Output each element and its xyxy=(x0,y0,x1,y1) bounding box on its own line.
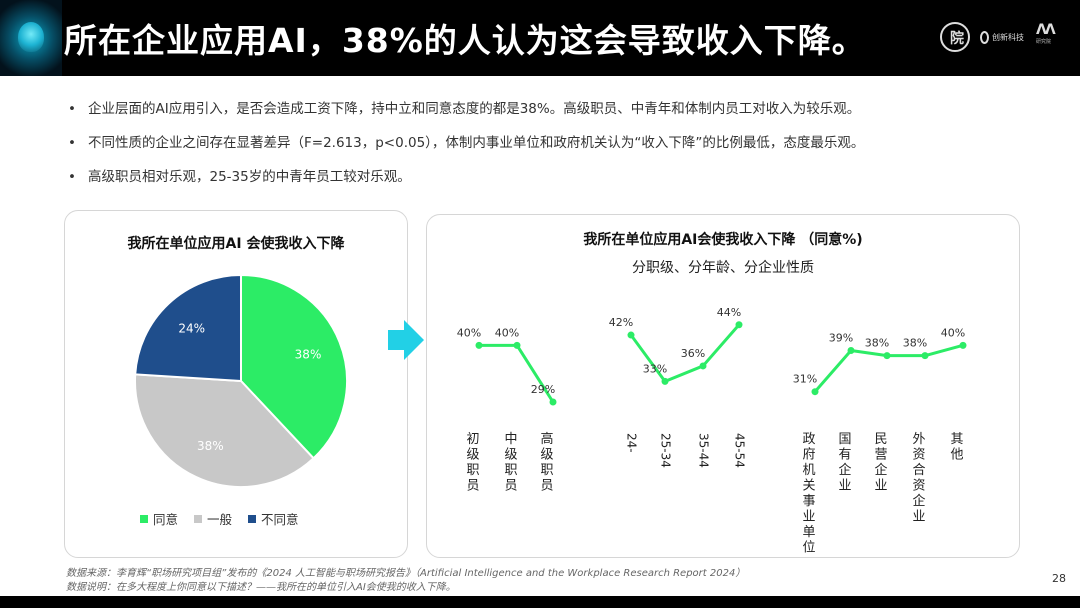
data-point xyxy=(549,398,557,406)
category-label: 25-34 xyxy=(659,433,673,468)
pie-legend: 同意 一般 不同意 xyxy=(140,509,299,528)
page-title: 所在企业应用AI，38%的人认为这会导致收入下降。 xyxy=(64,21,866,60)
legend-label: 不同意 xyxy=(261,512,299,527)
data-label: 33% xyxy=(643,362,667,375)
pie-chart: 38% 38% 24% xyxy=(134,273,348,488)
data-point xyxy=(847,347,855,354)
pie-chart-panel: 我所在单位应用AI 会使我收入下降 38% 38% 24% 同意 一般 不同意 xyxy=(64,210,408,558)
data-label: 40% xyxy=(495,326,519,339)
data-point xyxy=(661,377,669,385)
university-logo: 院 xyxy=(940,22,970,52)
data-label: 36% xyxy=(681,347,705,360)
data-point xyxy=(627,331,635,339)
data-point xyxy=(735,321,743,329)
line-chart-title: 我所在单位应用AI会使我收入下降 （同意%) xyxy=(583,232,863,248)
data-description-note: 数据说明：在多大程度上你同意以下描述？——我所在的单位引入AI会使我的收入下降。 xyxy=(66,582,456,593)
data-label: 39% xyxy=(829,332,853,345)
data-label: 31% xyxy=(793,373,817,386)
bullet-item: 企业层面的AI应用引入，是否会造成工资下降，持中立和同意态度的都是38%。高级职… xyxy=(66,96,1046,130)
data-point xyxy=(475,341,483,349)
summary-bullets: 企业层面的AI应用引入，是否会造成工资下降，持中立和同意态度的都是38%。高级职… xyxy=(66,96,1046,198)
category-label: 35-44 xyxy=(697,433,711,468)
pie-slice-label: 38% xyxy=(295,347,322,361)
legend-item-disagree: 不同意 xyxy=(248,509,299,528)
legend-item-neutral: 一般 xyxy=(194,509,232,528)
category-label: 政府机关事业单位 xyxy=(802,432,815,556)
research-logo: ΛΛ 研究院 xyxy=(1036,22,1056,45)
category-label: 初级职员 xyxy=(466,432,479,494)
ai-head-logo xyxy=(0,0,62,76)
page-number: 28 xyxy=(1052,572,1066,585)
category-label: 国有企业 xyxy=(838,432,851,494)
line-chart-panel: 我所在单位应用AI会使我收入下降 （同意%) 分职级、分年龄、分企业性质 40%… xyxy=(426,214,1020,558)
data-label: 38% xyxy=(865,337,889,350)
pie-slice xyxy=(240,273,348,460)
category-label: 其他 xyxy=(950,432,963,463)
data-point xyxy=(811,388,819,396)
data-label: 40% xyxy=(457,326,481,339)
data-point xyxy=(699,362,707,370)
category-label: 24- xyxy=(625,433,639,453)
data-label: 38% xyxy=(903,337,927,350)
data-point xyxy=(883,352,891,360)
category-label: 外资合资企业 xyxy=(912,432,925,525)
bullet-item: 不同性质的企业之间存在显著差异（F=2.613，p<0.05），体制内事业单位和… xyxy=(66,130,1046,164)
category-label: 中级职员 xyxy=(504,432,517,494)
right-arrow-icon xyxy=(388,320,424,360)
data-point xyxy=(513,341,521,349)
data-label: 42% xyxy=(609,316,633,329)
data-label: 44% xyxy=(717,306,741,319)
data-point xyxy=(921,352,929,360)
line-chart-subtitle: 分职级、分年龄、分企业性质 xyxy=(632,260,814,276)
series-line xyxy=(813,343,964,393)
legend-item-agree: 同意 xyxy=(140,509,178,528)
pie-slice-label: 24% xyxy=(178,321,205,335)
legend-swatch-disagree xyxy=(248,514,257,523)
bullet-item: 高级职员相对乐观，25-35岁的中青年员工较对乐观。 xyxy=(66,164,1046,198)
legend-swatch-agree xyxy=(140,514,148,523)
pie-slice xyxy=(134,373,315,488)
legend-swatch-neutral xyxy=(194,514,203,523)
partner-logo: 创新科技 xyxy=(980,22,1024,52)
data-point xyxy=(959,341,967,349)
category-label: 45-54 xyxy=(733,433,747,468)
pie-slice-label: 38% xyxy=(197,439,224,453)
category-label: 高级职员 xyxy=(540,431,553,494)
category-label: 民营企业 xyxy=(874,432,887,494)
header-bar: 所在企业应用AI，38%的人认为这会导致收入下降。 院 创新科技 ΛΛ 研究院 xyxy=(0,0,1080,76)
data-label: 29% xyxy=(531,383,555,396)
legend-label: 一般 xyxy=(207,512,233,527)
data-label: 40% xyxy=(941,326,965,339)
pie-chart-title: 我所在单位应用AI 会使我收入下降 xyxy=(127,236,345,252)
series-line xyxy=(629,323,741,383)
legend-label: 同意 xyxy=(153,512,179,527)
pie-slice xyxy=(134,273,242,383)
line-chart: 40% 初级职员 40% 中级职员 29% 高级职员 42% 24- 33% 25-34 36% 35… xyxy=(457,306,967,556)
ai-head-icon xyxy=(18,22,44,52)
bottom-bar xyxy=(0,596,1080,608)
data-source-note: 数据来源：李育辉“职场研究项目组”发布的《2024 人工智能与职场研究报告》（A… xyxy=(66,568,746,579)
